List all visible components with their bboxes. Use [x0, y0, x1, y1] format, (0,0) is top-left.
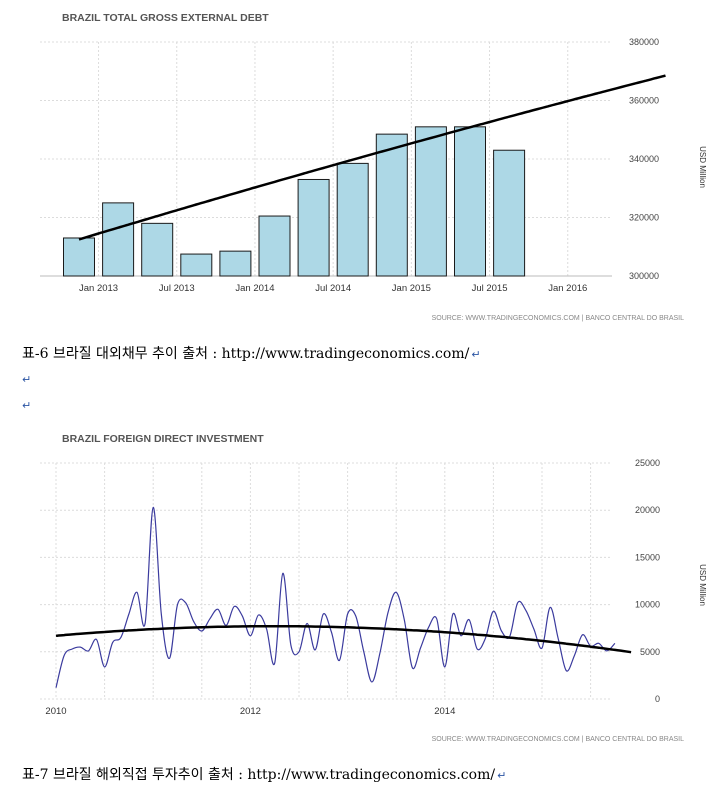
bar-series — [63, 126, 526, 277]
x-tick-label: Jan 2015 — [392, 283, 431, 294]
caption-text: 표-7 브라질 해외직접 투자추이 출처 : http://www.tradin… — [22, 767, 496, 783]
x-tick-label: Jan 2014 — [235, 283, 274, 294]
return-mark: ↵ — [22, 399, 32, 412]
caption-text: 표-6 브라질 대외채무 추이 출처 : http://www.tradinge… — [22, 346, 470, 362]
y-tick-label: 300000 — [629, 271, 659, 281]
chart-source: SOURCE: WWW.TRADINGECONOMICS.COM | BANCO… — [432, 736, 685, 743]
x-tick-label: Jan 2013 — [79, 283, 118, 294]
y-tick-label: 25000 — [635, 458, 660, 468]
fdi-chart: BRAZIL FOREIGN DIRECT INVESTMENT 25000 20… — [40, 433, 707, 743]
x-tick-label: Jan 2016 — [548, 283, 587, 294]
y-tick-label: 0 — [655, 694, 660, 704]
bar — [454, 126, 486, 277]
bar — [336, 162, 369, 277]
x-axis-ticks: 2010 2012 2014 — [45, 706, 455, 717]
external-debt-chart: BRAZIL TOTAL GROSS EXTERNAL DEBT 3800003… — [40, 12, 707, 322]
x-tick-label: Jul 2014 — [315, 283, 351, 294]
y-tick-label: 15000 — [635, 552, 660, 562]
bar — [180, 253, 213, 277]
chart-title: BRAZIL TOTAL GROSS EXTERNAL DEBT — [62, 12, 269, 24]
bar — [414, 126, 447, 277]
return-mark: ↵ — [471, 348, 481, 361]
return-mark: ↵ — [22, 373, 32, 386]
bar — [258, 215, 291, 277]
x-axis-ticks: Jan 2013 Jul 2013 Jan 2014 Jul 2014 Jan 2015… — [79, 283, 587, 294]
y-tick-label: 10000 — [635, 600, 660, 610]
bar — [297, 178, 330, 277]
x-tick-label: Jul 2013 — [159, 283, 195, 294]
y-tick-label: 380000 — [629, 37, 659, 47]
y-tick-label: 5000 — [640, 647, 660, 657]
chart-source: SOURCE: WWW.TRADINGECONOMICS.COM | BANCO… — [432, 315, 685, 322]
x-tick-label: 2012 — [240, 706, 261, 717]
fdi-series-line — [55, 506, 616, 688]
bar — [219, 250, 252, 277]
chart-title: BRAZIL FOREIGN DIRECT INVESTMENT — [62, 433, 264, 445]
figure-caption-6: 표-6 브라질 대외채무 추이 출처 : http://www.tradinge… — [22, 343, 481, 363]
y-axis-unit: USD Million — [698, 146, 707, 188]
x-tick-label: Jul 2015 — [472, 283, 508, 294]
y-axis-ticks: 25000 20000 15000 10000 5000 0 — [635, 458, 660, 704]
bar — [493, 149, 526, 277]
y-axis-ticks: 380000 360000 340000 320000 300000 — [629, 37, 659, 281]
return-mark: ↵ — [497, 769, 507, 782]
bar — [63, 237, 95, 277]
y-axis-unit: USD Million — [698, 564, 707, 606]
bar — [141, 222, 174, 277]
figure-caption-7: 표-7 브라질 해외직접 투자추이 출처 : http://www.tradin… — [22, 764, 506, 784]
x-tick-label: 2014 — [434, 706, 455, 717]
chart-grid — [40, 462, 612, 700]
trend-line — [78, 74, 666, 241]
y-tick-label: 20000 — [635, 505, 660, 515]
bar — [375, 133, 408, 277]
y-tick-label: 360000 — [629, 96, 659, 106]
y-tick-label: 340000 — [629, 154, 659, 164]
bar — [102, 202, 135, 277]
trend-line — [55, 624, 632, 654]
x-tick-label: 2010 — [45, 706, 66, 717]
y-tick-label: 320000 — [629, 213, 659, 223]
